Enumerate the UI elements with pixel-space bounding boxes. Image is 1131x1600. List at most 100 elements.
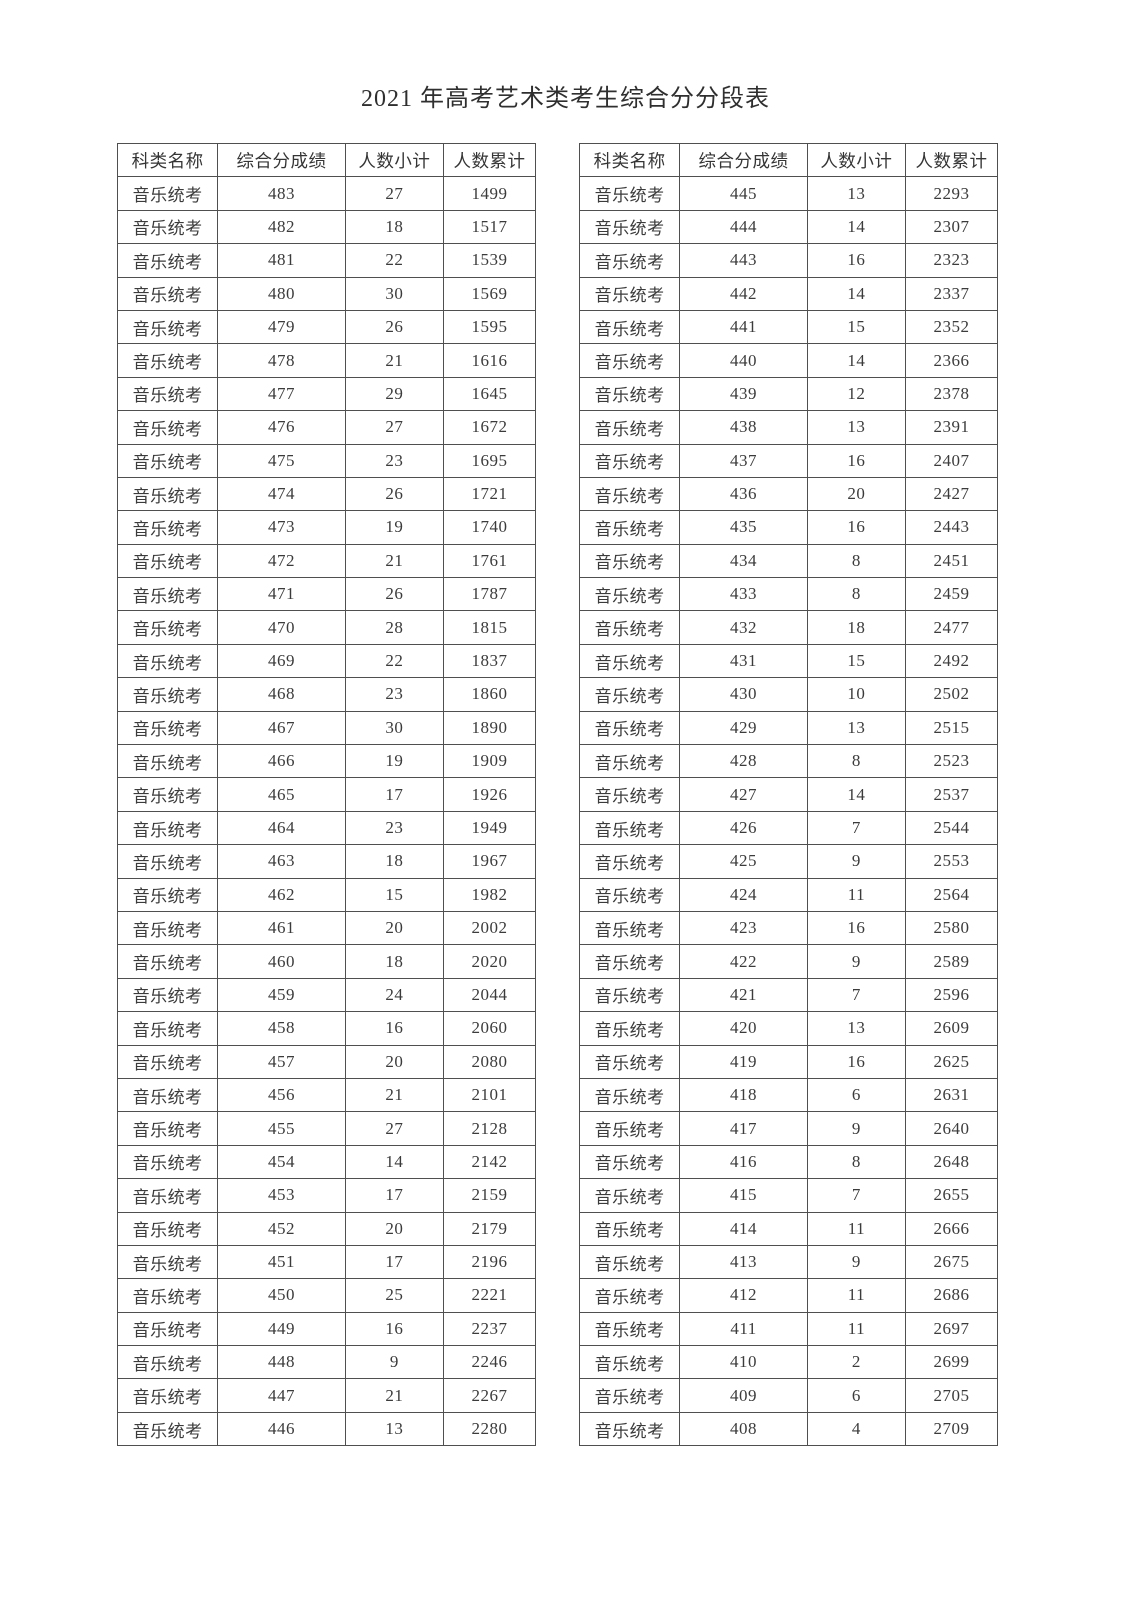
cell-count: 17 [344,777,445,812]
table-row: 音乐统考 440 14 2366 [578,343,998,378]
cell-category: 音乐统考 [116,1011,219,1046]
cell-count: 21 [344,543,445,579]
cell-category: 音乐统考 [116,1244,219,1280]
cell-cumulative: 1909 [443,744,536,779]
cell-category: 音乐统考 [578,810,681,846]
cell-cumulative: 1949 [443,810,536,846]
cell-count: 30 [344,276,445,311]
cell-score: 412 [679,1278,808,1313]
cell-score: 421 [679,977,808,1013]
cell-count: 17 [344,1178,445,1213]
cell-score: 459 [217,977,346,1013]
cell-cumulative: 2352 [905,309,998,345]
table-row: 音乐统考 467 30 1890 [116,710,536,746]
cell-cumulative: 2459 [905,577,998,612]
cell-count: 21 [344,1378,445,1413]
table-row: 音乐统考 432 18 2477 [578,610,998,645]
cell-cumulative: 1982 [443,877,536,912]
table-row: 音乐统考 441 15 2352 [578,309,998,345]
table-row: 音乐统考 414 11 2666 [578,1211,998,1246]
cell-cumulative: 2407 [905,443,998,478]
cell-category: 音乐统考 [116,977,219,1013]
cell-score: 426 [679,810,808,846]
cell-count: 19 [344,510,445,545]
table-row: 音乐统考 470 28 1815 [116,610,536,645]
cell-count: 23 [344,810,445,846]
cell-score: 431 [679,643,808,679]
table-row: 音乐统考 479 26 1595 [116,309,536,345]
cell-cumulative: 1837 [443,643,536,679]
cell-count: 16 [806,1044,907,1079]
table-row: 音乐统考 453 17 2159 [116,1178,536,1213]
cell-cumulative: 2427 [905,476,998,512]
cell-category: 音乐统考 [578,1211,681,1246]
cell-category: 音乐统考 [116,543,219,579]
cell-cumulative: 1616 [443,343,536,378]
table-row: 音乐统考 476 27 1672 [116,410,536,445]
table-row: 音乐统考 477 29 1645 [116,376,536,412]
table-row: 音乐统考 471 26 1787 [116,577,536,612]
cell-category: 音乐统考 [116,476,219,512]
cell-cumulative: 2378 [905,376,998,412]
cell-cumulative: 2391 [905,410,998,445]
cell-cumulative: 2544 [905,810,998,846]
cell-count: 30 [344,710,445,746]
cell-score: 475 [217,443,346,478]
cell-count: 18 [344,209,445,245]
table-row: 音乐统考 425 9 2553 [578,844,998,879]
table-row: 音乐统考 455 27 2128 [116,1111,536,1146]
cell-cumulative: 2044 [443,977,536,1013]
cell-score: 483 [217,176,346,211]
cell-score: 427 [679,777,808,812]
cell-category: 音乐统考 [116,1411,219,1447]
cell-count: 12 [806,376,907,412]
cell-category: 音乐统考 [578,910,681,946]
cell-category: 音乐统考 [578,1411,681,1447]
cell-category: 音乐统考 [116,343,219,378]
table-row: 音乐统考 418 6 2631 [578,1077,998,1113]
cell-cumulative: 2221 [443,1278,536,1313]
cell-category: 音乐统考 [578,343,681,378]
cell-score: 432 [679,610,808,645]
cell-category: 音乐统考 [578,1345,681,1380]
cell-cumulative: 2159 [443,1178,536,1213]
cell-category: 音乐统考 [578,243,681,278]
cell-count: 10 [806,677,907,712]
cell-cumulative: 2179 [443,1211,536,1246]
column-header-cumulative: 人数累计 [443,142,536,178]
cell-count: 20 [344,1044,445,1079]
cell-count: 11 [806,877,907,912]
table-row: 音乐统考 465 17 1926 [116,777,536,812]
cell-cumulative: 2709 [905,1411,998,1447]
cell-score: 451 [217,1244,346,1280]
cell-score: 423 [679,910,808,946]
table-row: 音乐统考 468 23 1860 [116,677,536,712]
table-row: 音乐统考 450 25 2221 [116,1278,536,1313]
table-row: 音乐统考 438 13 2391 [578,410,998,445]
cell-cumulative: 1926 [443,777,536,812]
cell-category: 音乐统考 [116,577,219,612]
cell-category: 音乐统考 [116,910,219,946]
cell-category: 音乐统考 [578,677,681,712]
cell-cumulative: 2537 [905,777,998,812]
cell-cumulative: 2564 [905,877,998,912]
cell-category: 音乐统考 [116,744,219,779]
cell-score: 463 [217,844,346,879]
cell-cumulative: 1815 [443,610,536,645]
cell-score: 449 [217,1311,346,1347]
cell-score: 411 [679,1311,808,1347]
cell-count: 6 [806,1077,907,1113]
column-header-count: 人数小计 [806,142,907,178]
cell-category: 音乐统考 [578,1311,681,1347]
cell-count: 11 [806,1211,907,1246]
cell-count: 6 [806,1378,907,1413]
cell-category: 音乐统考 [578,1011,681,1046]
cell-cumulative: 2596 [905,977,998,1013]
cell-score: 466 [217,744,346,779]
cell-score: 481 [217,243,346,278]
cell-category: 音乐统考 [116,410,219,445]
cell-score: 471 [217,577,346,612]
cell-count: 26 [344,309,445,345]
cell-score: 474 [217,476,346,512]
table-row: 音乐统考 483 27 1499 [116,176,536,211]
